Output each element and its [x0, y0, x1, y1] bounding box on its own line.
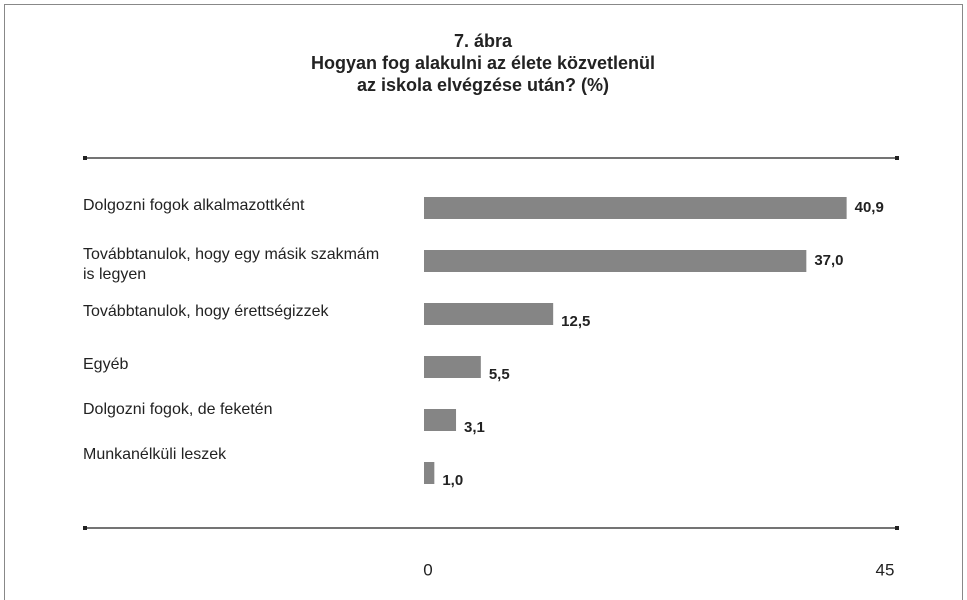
- bar: [424, 303, 554, 325]
- rule-end: [895, 526, 899, 530]
- value-label: 1,0: [442, 472, 463, 489]
- category-label: Munkanélküli leszek: [83, 446, 227, 463]
- chart-title: az iskola elvégzése után? (%): [357, 75, 609, 95]
- bar: [424, 356, 481, 378]
- x-tick-label: 45: [876, 560, 895, 579]
- category-label: Dolgozni fogok, de feketén: [83, 401, 273, 418]
- bar: [424, 462, 435, 484]
- chart-title: 7. ábra: [454, 31, 513, 51]
- value-label: 12,5: [561, 313, 590, 330]
- rule-end: [83, 526, 87, 530]
- value-label: 40,9: [855, 199, 884, 216]
- chart-title: Hogyan fog alakulni az élete közvetlenül: [311, 53, 655, 73]
- bar: [424, 409, 457, 431]
- value-label: 37,0: [814, 252, 843, 269]
- value-label: 3,1: [464, 419, 485, 436]
- category-label: Egyéb: [83, 356, 129, 373]
- frame-border: [4, 4, 963, 600]
- category-label: Továbbtanulok, hogy érettségizzek: [83, 303, 329, 320]
- rule-end: [83, 156, 87, 160]
- value-label: 5,5: [489, 366, 510, 383]
- bar: [424, 250, 807, 272]
- category-label: Továbbtanulok, hogy egy másik szakmám is…: [83, 246, 380, 283]
- rule-end: [895, 156, 899, 160]
- bar: [424, 197, 847, 219]
- category-label: Dolgozni fogok alkalmazottként: [83, 197, 305, 214]
- x-tick-label: 0: [423, 560, 432, 579]
